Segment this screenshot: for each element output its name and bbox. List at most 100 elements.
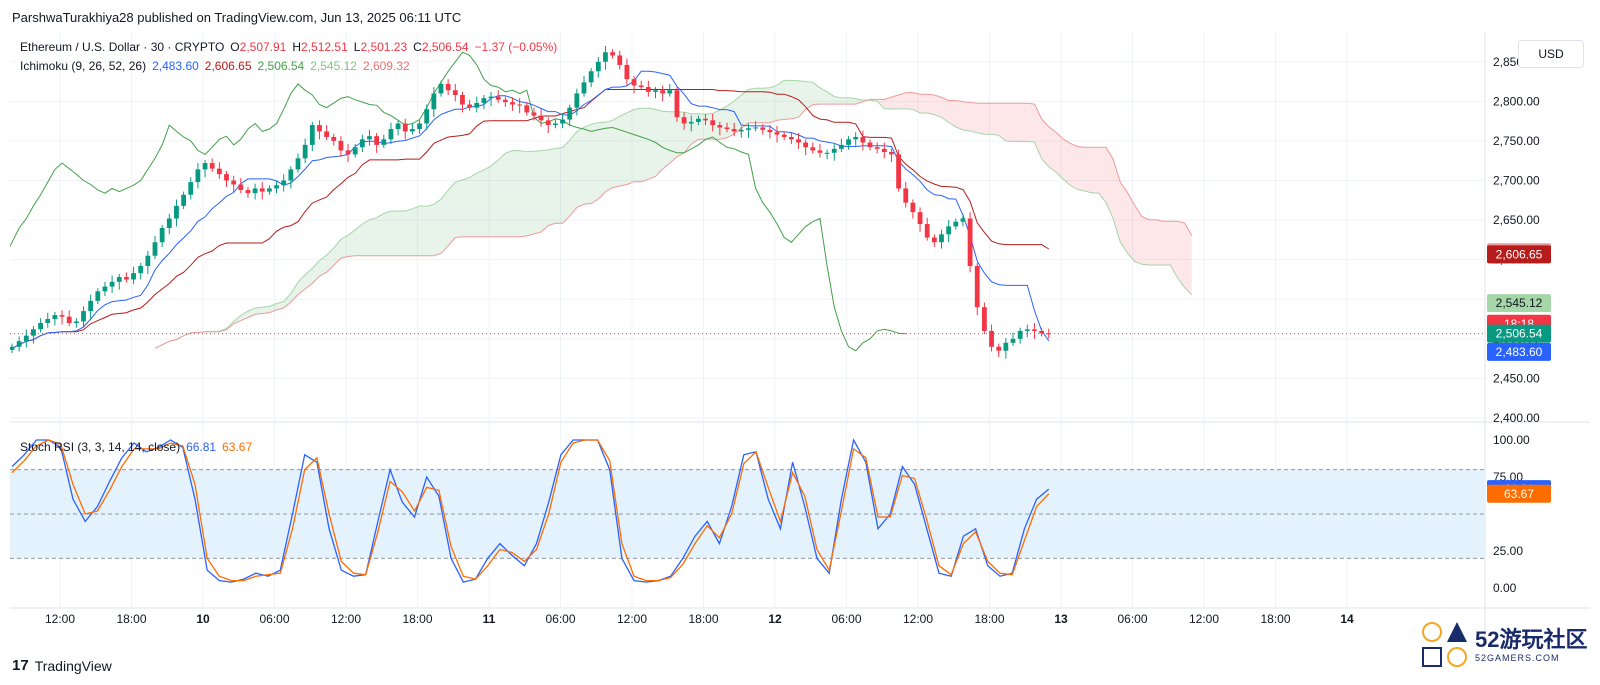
senkou-span-a-line [154,79,1193,349]
candle-body [803,142,809,148]
candle-body [796,139,801,143]
candle-body [338,140,344,151]
candle-body [946,226,952,235]
stoch-k-value: 66.81 [186,440,217,454]
cloud-segment [805,81,813,110]
candle-body [653,90,658,92]
cloud-segment [769,85,778,123]
candle-body [824,152,830,154]
cloud-segment [819,87,828,105]
candle-body [274,185,279,189]
candle-body [431,93,437,110]
candle-body [996,346,1002,351]
cloud-segment [655,109,663,177]
cloud-segment [562,140,570,224]
candle-body [603,52,608,62]
x-tick-label: 12:00 [1189,612,1219,626]
ichimoku-label: Ichimoku (9, 26, 52, 26) [20,59,147,73]
candle-body [317,125,322,132]
candle-body [581,82,587,94]
candle-body [410,129,415,132]
cloud-segment [398,210,406,256]
candle-body [345,150,351,155]
close-label: C [413,40,422,54]
cloud-segment [1098,147,1106,203]
price-label-text: 2,606.65 [1496,247,1543,261]
cloud-segment [1070,143,1078,190]
price-label-box [1487,342,1551,361]
cloud-segment [619,112,627,187]
cloud-segment [1041,118,1049,167]
cloud-segment [891,95,899,109]
cloud-segment [519,150,527,237]
tenkan-sen-line [11,70,1050,349]
candle-body [295,158,301,170]
candle-body [967,218,973,266]
candle-body [924,224,930,238]
stoch-legend: Stoch RSI (3, 3, 14, 14, close) 66.81 63.6… [20,440,258,454]
candle-body [73,321,79,323]
candle-body [166,218,172,228]
candle-body [510,102,515,105]
open-label: O [230,40,240,54]
candle-body [252,188,258,194]
cloud-segment [584,124,592,205]
candle-body [645,87,651,92]
x-tick-label: 06:00 [831,612,861,626]
candle-body [66,316,72,323]
tradingview-footer[interactable]: 17 TradingView [12,657,112,674]
ichimoku-tenkan: 2,483.60 [152,59,199,73]
cloud-segment [598,122,606,200]
x-tick-label: 11 [483,612,496,626]
candle-body [59,315,65,317]
candle-body [388,129,394,140]
chart-frame[interactable]: 12:00 18:00 10 06:00 12:00 18:00 11 06:00 12:00 1… [10,32,1590,646]
cloud-segment [941,97,949,123]
y-tick-label: 2,800.00 [1493,94,1540,108]
currency-button[interactable]: USD [1518,40,1584,68]
cloud-segment [326,247,334,273]
cloud-segment [1134,205,1142,265]
x-tick-label: 18:00 [974,612,1004,626]
cloud-segment [1013,103,1021,142]
cloud-segment [369,217,377,256]
candle-body [624,64,630,80]
candle-body [917,212,923,225]
cloud-segment [927,94,935,115]
cloud-segment [798,80,806,118]
cloud-segment [390,210,399,256]
cloud-segment [1020,103,1028,142]
cloud-segment [748,88,756,123]
chikou-span-line [10,51,906,352]
candle-body [281,180,287,186]
candle-body [374,136,380,145]
candle-body [1032,329,1037,331]
cloud-segment [355,224,363,256]
candle-body [195,169,201,183]
cloud-segment [648,108,656,180]
y-tick-label: 2,650.00 [1493,213,1540,227]
stoch-d-value: 63.67 [222,440,253,454]
cloud-segment [1077,146,1085,191]
cloud-segment [612,116,620,188]
candle-body [953,221,959,227]
cloud-segment [719,106,727,140]
cloud-segment [727,100,735,138]
cloud-segment [920,94,928,114]
cloud-segment [262,306,270,314]
candle-body [395,123,401,130]
symbol-name: Ethereum / U.S. Dollar · 30 · CRYPTO [20,40,225,54]
candle-body [116,277,122,282]
ichimoku-span-a: 2,545.12 [310,59,357,73]
candle-body [138,266,144,274]
cloud-segment [362,219,370,256]
candle-body [331,136,337,141]
cloud-segment [426,204,434,256]
candle-body [45,319,51,323]
stoch-value-box [1487,484,1551,503]
cloud-segment [905,92,913,110]
cloud-segment [283,293,291,308]
x-tick-label: 12:00 [45,612,75,626]
price-chart-svg[interactable]: 12:00 18:00 10 06:00 12:00 18:00 11 06:00 12:00 1… [10,32,1590,646]
high-value: 2,512.51 [301,40,348,54]
